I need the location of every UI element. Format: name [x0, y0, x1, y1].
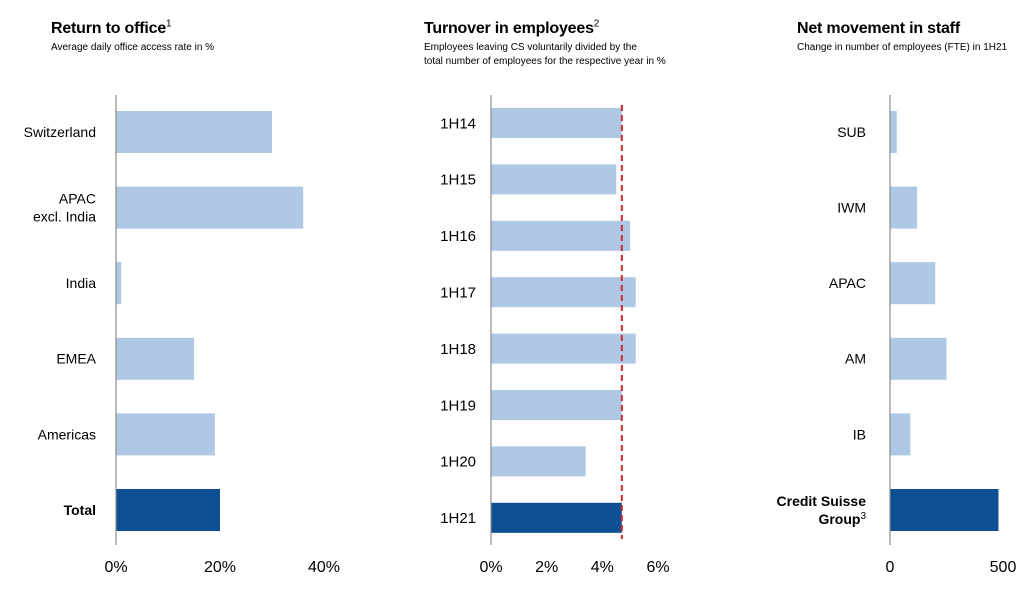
- bar: [890, 337, 947, 380]
- chart-title: Return to office1: [51, 18, 172, 37]
- category-label: APAC: [59, 191, 96, 207]
- category-label: Credit Suisse: [777, 493, 867, 509]
- bar: [890, 413, 911, 456]
- tick-label: 0%: [104, 559, 127, 576]
- tick-label: 4%: [591, 559, 614, 576]
- tick-label: 2%: [535, 559, 558, 576]
- category-label: Switzerland: [24, 124, 96, 140]
- bar: [491, 446, 586, 477]
- chart-title: Net movement in staff: [797, 20, 960, 37]
- category-label: AM: [845, 351, 866, 367]
- category-label: APAC: [829, 275, 866, 291]
- title-footnote: 2: [593, 18, 600, 30]
- bar: [890, 111, 897, 153]
- category-label: 1H19: [440, 397, 476, 414]
- tick-label: 0%: [479, 559, 502, 576]
- chart-subtitle-line: Employees leaving CS voluntarily divided…: [424, 42, 637, 53]
- tick-label: 6%: [646, 559, 669, 576]
- bar: [491, 108, 622, 138]
- tick-label: 0: [886, 559, 895, 576]
- bar: [116, 111, 272, 153]
- category-label: IWM: [837, 200, 866, 216]
- category-label: SUB: [837, 124, 866, 140]
- tick-label: 20%: [204, 559, 236, 576]
- chart-subtitle: Employees leaving CS voluntarily divided…: [424, 41, 666, 69]
- bar: [491, 277, 636, 308]
- category-label: 1H21: [440, 510, 476, 527]
- category-label: India: [66, 275, 97, 291]
- bar: [890, 262, 936, 305]
- bar: [116, 262, 122, 305]
- chart-subtitle: Change in number of employees (FTE) in 1…: [797, 41, 1007, 55]
- bar: [890, 489, 999, 531]
- tick-label: 500: [990, 559, 1017, 576]
- category-label: 1H15: [440, 172, 476, 189]
- bar: [491, 502, 622, 533]
- category-label: 1H16: [440, 228, 476, 245]
- bar: [116, 186, 304, 229]
- category-label: 1H18: [440, 341, 476, 358]
- bar: [491, 390, 622, 420]
- panel-net-movement: Net movement in staff Change in number o…: [797, 0, 1036, 591]
- bar: [491, 164, 617, 195]
- tick-label: 40%: [308, 559, 340, 576]
- bar: [116, 489, 220, 531]
- category-label: Total: [64, 502, 96, 518]
- title-footnote: 1: [166, 18, 172, 30]
- category-label: Americas: [38, 426, 96, 442]
- bar: [890, 186, 918, 229]
- bar: [116, 413, 215, 456]
- bar: [491, 220, 631, 251]
- chart-subtitle-line: total number of employees for the respec…: [424, 56, 666, 67]
- category-label: excl. India: [33, 209, 96, 225]
- chart-subtitle-line: Average daily office access rate in %: [51, 42, 215, 53]
- bar: [491, 333, 636, 364]
- category-label: 1H20: [440, 454, 476, 471]
- panel-turnover: Turnover in employees2 Employees leaving…: [424, 0, 724, 591]
- category-label: Group3: [818, 510, 866, 527]
- category-label: IB: [853, 426, 866, 442]
- bar: [116, 337, 194, 380]
- chart-subtitle: Average daily office access rate in %: [51, 41, 214, 55]
- panel-return-to-office: Return to office1 Average daily office a…: [51, 0, 381, 591]
- category-label: EMEA: [56, 351, 96, 367]
- chart-subtitle-line: Change in number of employees (FTE) in 1…: [797, 42, 1008, 53]
- category-label: 1H17: [440, 284, 476, 301]
- category-label: 1H14: [440, 115, 476, 132]
- chart-title: Turnover in employees2: [424, 18, 600, 37]
